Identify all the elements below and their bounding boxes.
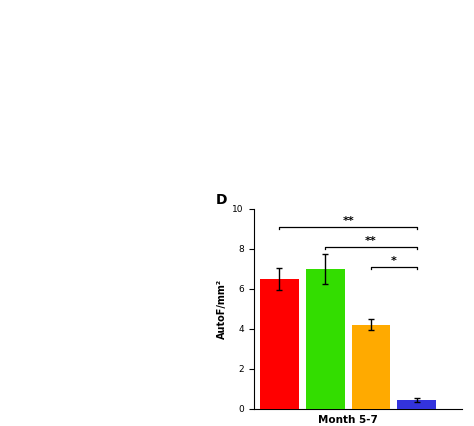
Text: **: ** <box>342 216 354 226</box>
Bar <box>306 269 345 409</box>
Text: D: D <box>216 193 228 207</box>
Bar <box>397 400 436 409</box>
Y-axis label: AutoF/mm²: AutoF/mm² <box>217 279 227 339</box>
Text: *: * <box>391 256 397 266</box>
Text: **: ** <box>365 236 377 246</box>
Bar <box>260 279 299 409</box>
Bar <box>352 325 391 409</box>
